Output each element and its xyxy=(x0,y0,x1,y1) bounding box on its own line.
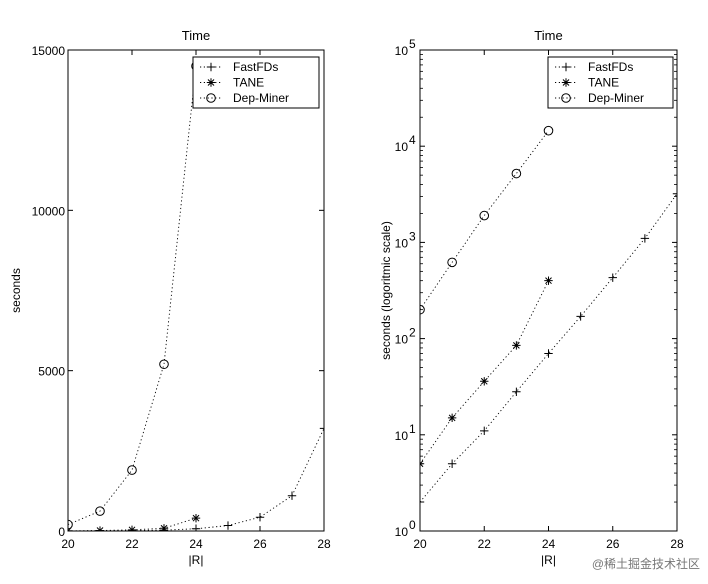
right-legend-tane-label: TANE xyxy=(588,76,619,90)
left-tane-point xyxy=(159,524,169,531)
right-x-tick-label: 28 xyxy=(670,537,684,551)
right-y-tick-exponent: 5 xyxy=(409,37,416,51)
left-x-tick-label: 28 xyxy=(317,537,331,551)
right-y-axis-label: seconds (logoritmic scale) xyxy=(379,221,393,360)
left-dep-miner-point xyxy=(95,506,105,516)
right-y-tick-exponent: 1 xyxy=(409,422,416,436)
right-fastfds-point xyxy=(544,349,553,358)
left-y-tick-label: 15000 xyxy=(32,44,66,58)
left-x-axis-label: |R| xyxy=(189,553,204,567)
left-dep-miner-point xyxy=(127,465,137,475)
left-chart-title: Time xyxy=(182,28,210,43)
right-y-tick-label: 10 xyxy=(395,44,409,58)
right-y-tick-label: 10 xyxy=(395,140,409,154)
left-axes-box xyxy=(67,49,325,532)
left-y-tick-label: 0 xyxy=(58,525,65,539)
right-y-tick-exponent: 0 xyxy=(409,518,416,532)
right-y-tick-label: 10 xyxy=(395,333,409,347)
left-dep-miner-point xyxy=(159,359,169,370)
right-fastfds-point xyxy=(576,312,585,321)
right-legend-tane-marker xyxy=(561,78,571,87)
left-fastfds-point xyxy=(287,491,297,500)
left-y-axis-label: seconds xyxy=(9,268,23,313)
right-fastfds-point xyxy=(512,387,521,396)
right-fastfds-point xyxy=(447,459,457,468)
right-fastfds-point xyxy=(672,189,677,199)
left-fastfds-point xyxy=(319,424,324,433)
left-tane-point xyxy=(191,513,201,523)
left-x-tick-label: 26 xyxy=(253,537,267,551)
right-y-tick-label: 10 xyxy=(395,429,409,443)
left-dep-miner-line xyxy=(68,65,197,526)
right-x-tick-label: 22 xyxy=(478,537,492,551)
right-tane-line xyxy=(420,280,549,465)
right-tane-point xyxy=(420,459,425,468)
right-dep-miner-point xyxy=(511,168,522,179)
right-fastfds-line xyxy=(420,193,677,503)
left-tane-point xyxy=(95,526,105,531)
right-fastfds-point xyxy=(480,426,489,436)
right-legend-fastfds-label: FastFDs xyxy=(588,60,633,74)
right-tane-point xyxy=(447,413,457,423)
right-legend-fastfds-marker xyxy=(561,62,571,72)
right-y-tick-exponent: 4 xyxy=(409,133,416,147)
right-legend-dep-miner-label: Dep-Miner xyxy=(588,91,644,105)
left-dep-miner-point xyxy=(68,519,73,530)
left-legend-dep-miner-marker xyxy=(206,93,216,103)
left-legend-fastfds-label: FastFDs xyxy=(233,60,278,74)
right-y-tick-label: 10 xyxy=(395,236,409,250)
left-legend-tane-marker xyxy=(206,78,216,87)
right-x-tick-label: 26 xyxy=(606,537,620,551)
left-legend-tane-label: TANE xyxy=(233,76,264,90)
left-plot-area xyxy=(68,61,324,531)
right-axes-box xyxy=(419,49,678,532)
right-fastfds-point xyxy=(608,273,617,282)
right-plot-area xyxy=(420,125,677,507)
right-y-tick-exponent: 2 xyxy=(409,326,416,340)
watermark-text: @稀土掘金技术社区 xyxy=(592,556,700,571)
left-x-tick-label: 20 xyxy=(61,537,75,551)
right-x-tick-label: 24 xyxy=(542,537,556,551)
right-tane-point xyxy=(480,377,489,386)
right-dep-miner-point xyxy=(447,257,457,268)
right-x-axis-label: |R| xyxy=(541,553,556,567)
right-legend-dep-miner-marker xyxy=(561,93,571,103)
left-legend-fastfds-marker xyxy=(206,62,216,72)
right-x-tick-label: 20 xyxy=(413,537,427,551)
left-legend-dep-miner-label: Dep-Miner xyxy=(233,91,289,105)
left-fastfds-point xyxy=(191,524,201,531)
left-x-tick-label: 24 xyxy=(189,537,203,551)
left-y-tick-label: 10000 xyxy=(32,204,66,218)
right-tane-point xyxy=(544,276,553,285)
right-dep-miner-point xyxy=(479,210,490,221)
right-chart-title: Time xyxy=(534,28,562,43)
left-chart-linear: Time |R| seconds 20 22 24 26 28 0 5000 10000 15000 F… xyxy=(9,28,331,567)
left-x-tick-label: 22 xyxy=(125,537,139,551)
right-dep-miner-point xyxy=(420,304,425,315)
right-y-tick-exponent: 3 xyxy=(409,229,416,243)
left-fastfds-point xyxy=(223,521,233,530)
left-y-tick-label: 5000 xyxy=(38,365,65,379)
left-fastfds-point xyxy=(255,513,265,522)
left-fastfds-line xyxy=(68,428,324,531)
right-tane-point xyxy=(512,341,521,350)
right-dep-miner-point xyxy=(543,125,554,136)
right-fastfds-point xyxy=(640,234,650,243)
right-fastfds-point xyxy=(420,497,425,507)
right-dep-miner-line xyxy=(420,130,549,310)
left-tane-line xyxy=(68,517,197,531)
left-tane-point xyxy=(127,525,137,531)
right-chart-log: Time|R|seconds (logoritmic scale)20 22 24 2… xyxy=(379,28,684,567)
right-y-tick-label: 10 xyxy=(395,525,409,539)
